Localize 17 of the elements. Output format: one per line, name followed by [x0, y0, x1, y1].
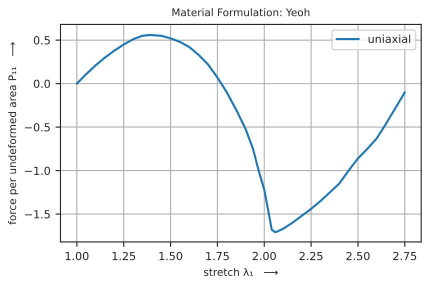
y-tick-label: −1.5 [24, 210, 50, 218]
y-axis-title: force per undeformed area P₁₁ ⟶ [8, 42, 18, 224]
legend-label: uniaxial [368, 34, 410, 44]
y-tick-label: −1.0 [24, 166, 50, 175]
x-tick-label: 1.25 [112, 252, 136, 260]
y-tick-label: 0.5 [34, 36, 50, 45]
x-tick-label: 1.75 [206, 252, 229, 260]
x-axis-title: stretch λ₁ ⟶ [204, 268, 278, 276]
x-tick-label: 1.50 [159, 252, 182, 260]
x-tick-label: 2.00 [252, 252, 276, 260]
x-tick-label: 2.75 [393, 252, 416, 260]
chart-title: Material Formulation: Yeoh [172, 8, 310, 16]
x-tick-label: 2.25 [300, 252, 323, 260]
y-tick-label: 0.0 [34, 80, 50, 88]
x-tick-label: 2.50 [346, 252, 370, 260]
y-tick-label: −0.5 [24, 123, 50, 132]
x-tick-label: 1.00 [66, 252, 89, 260]
